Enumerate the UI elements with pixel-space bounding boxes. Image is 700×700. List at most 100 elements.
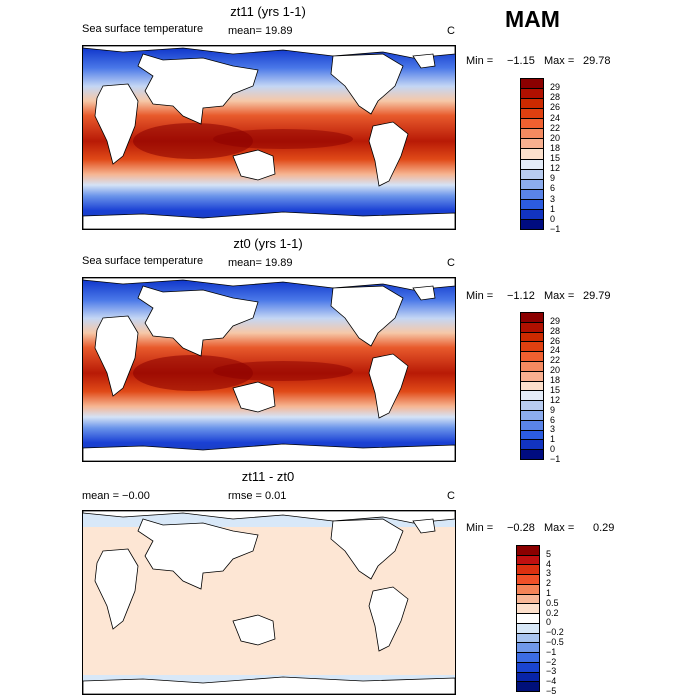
panel2-sst-map	[82, 277, 456, 462]
colorbar-swatch	[521, 209, 543, 220]
panel3-min-value: −0.28	[507, 522, 535, 534]
colorbar-tick-label: 0	[546, 617, 552, 628]
panel1-min-label: Min =	[466, 55, 494, 67]
panel3-mean: mean = −0.00	[82, 490, 150, 502]
colorbar-swatch	[521, 169, 543, 180]
colorbar-swatch	[521, 450, 543, 459]
colorbar-tick-label: 22	[550, 122, 561, 133]
colorbar-swatch	[521, 109, 543, 120]
colorbar-tick-label: 24	[550, 345, 561, 356]
colorbar-swatch	[521, 352, 543, 362]
colorbar-swatch	[521, 401, 543, 411]
panel1-colorbar	[520, 78, 544, 230]
colorbar-tick-label: −0.2	[546, 627, 564, 638]
colorbar-swatch	[517, 546, 539, 556]
colorbar-tick-label: 24	[550, 112, 561, 123]
colorbar-swatch	[517, 614, 539, 624]
panel1-units: C	[447, 25, 455, 37]
colorbar-tick-label: 5	[546, 548, 552, 559]
colorbar-swatch	[521, 332, 543, 343]
colorbar-tick-label: −1	[550, 224, 561, 234]
colorbar-tick-label: 0	[550, 213, 556, 224]
colorbar-tick-label: 6	[550, 414, 556, 425]
colorbar-swatch	[517, 575, 539, 585]
colorbar-tick-label: −1	[550, 454, 561, 464]
panel3-rmse: rmse = 0.01	[228, 490, 287, 502]
colorbar-swatch	[517, 565, 539, 576]
colorbar-swatch	[521, 410, 543, 421]
colorbar-tick-label: 18	[550, 142, 561, 153]
colorbar-tick-label: 18	[550, 375, 561, 386]
panel3-units: C	[447, 490, 455, 502]
colorbar-tick-label: 12	[550, 394, 561, 405]
panel1-max-label: Max =	[544, 55, 575, 67]
colorbar-tick-label: 0.5	[546, 597, 559, 608]
colorbar-swatch	[521, 189, 543, 200]
panel1-max-value: 29.78	[583, 55, 611, 67]
panel3-map-canvas	[83, 511, 455, 694]
colorbar-swatch	[521, 179, 543, 190]
colorbar-tick-label: 28	[550, 325, 561, 336]
colorbar-swatch	[521, 361, 543, 372]
panel3-colorbar	[516, 545, 540, 692]
colorbar-swatch	[521, 119, 543, 130]
colorbar-tick-label: 3	[546, 568, 552, 579]
panel2-units: C	[447, 257, 455, 269]
panel1-title: zt11 (yrs 1-1)	[230, 4, 306, 19]
colorbar-tick-label: 4	[546, 558, 552, 569]
colorbar-swatch	[517, 594, 539, 605]
colorbar-tick-label: 0.2	[546, 607, 559, 618]
panel2-variable: Sea surface temperature	[82, 255, 204, 267]
colorbar-tick-label: −4	[546, 676, 557, 687]
colorbar-swatch	[521, 391, 543, 402]
panel1-sst-map	[82, 45, 456, 230]
colorbar-swatch	[521, 79, 543, 90]
panel2-title: zt0 (yrs 1-1)	[233, 236, 303, 251]
panel2-max-value: 29.79	[583, 290, 611, 302]
colorbar-swatch	[521, 159, 543, 170]
colorbar-swatch	[517, 662, 539, 673]
colorbar-swatch	[521, 219, 543, 229]
panel1-min-value: −1.15	[507, 55, 535, 67]
colorbar-tick-label: 12	[550, 163, 561, 174]
colorbar-tick-label: 3	[550, 193, 556, 204]
colorbar-swatch	[521, 420, 543, 431]
colorbar-swatch	[517, 653, 539, 663]
panel3-difference-map	[82, 510, 456, 695]
panel2-min-value: −1.12	[507, 290, 535, 302]
colorbar-swatch	[521, 99, 543, 110]
colorbar-tick-label: 3	[550, 424, 556, 435]
colorbar-tick-label: 26	[550, 102, 561, 113]
panel3-max-value: 0.29	[593, 522, 615, 534]
colorbar-swatch	[521, 313, 543, 323]
colorbar-swatch	[521, 89, 543, 100]
colorbar-tick-label: 1	[546, 588, 552, 598]
colorbar-tick-label: 0	[550, 444, 556, 455]
panel2-max-label: Max =	[544, 290, 575, 302]
colorbar-tick-label: −1	[546, 646, 557, 657]
colorbar-tick-label: 9	[550, 404, 556, 415]
colorbar-tick-label: −0.5	[546, 637, 564, 647]
colorbar-tick-label: 9	[550, 173, 556, 184]
colorbar-tick-label: 29	[550, 82, 561, 93]
panel3-title: zt11 - zt0	[241, 469, 295, 484]
colorbar-swatch	[521, 440, 543, 451]
colorbar-swatch	[521, 322, 543, 333]
colorbar-swatch	[517, 623, 539, 634]
panel3-max-label: Max =	[544, 522, 575, 534]
colorbar-swatch	[521, 430, 543, 441]
colorbar-tick-label: 15	[550, 153, 561, 164]
colorbar-tick-label: 20	[550, 132, 561, 143]
panel2-map-canvas	[83, 278, 455, 461]
colorbar-tick-label: −5	[546, 686, 557, 696]
colorbar-swatch	[517, 682, 539, 692]
colorbar-swatch	[517, 604, 539, 615]
colorbar-tick-label: −3	[546, 666, 557, 677]
panel1-mean: mean= 19.89	[228, 25, 293, 37]
colorbar-tick-label: 2	[546, 578, 552, 589]
panel2-mean: mean= 19.89	[228, 257, 293, 269]
panel1-map-canvas	[83, 46, 455, 229]
colorbar-tick-label: 22	[550, 355, 561, 366]
panel2-colorbar	[520, 312, 544, 460]
panel1-variable: Sea surface temperature	[82, 23, 204, 35]
